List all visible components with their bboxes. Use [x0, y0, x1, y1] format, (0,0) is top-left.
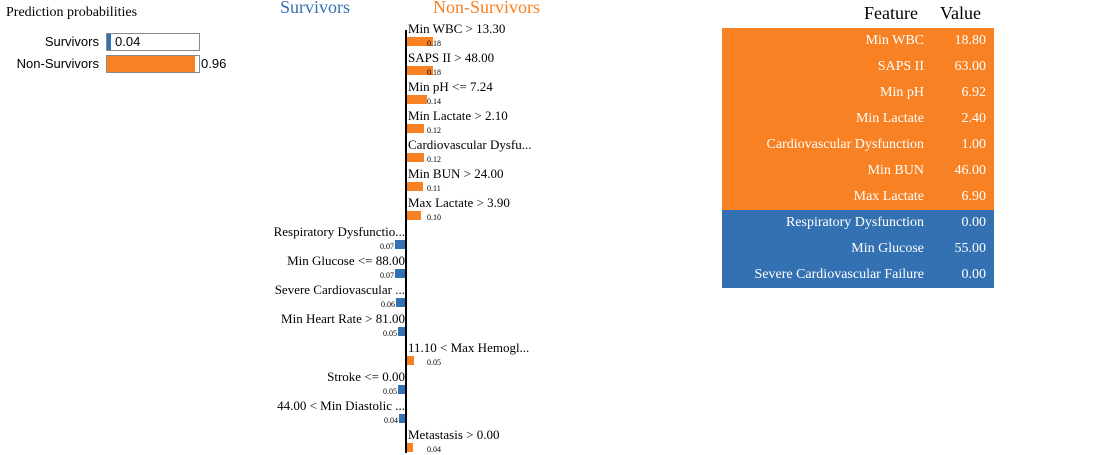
- probability-bar-frame: 0.04: [106, 33, 200, 51]
- table-cell-value: 0.00: [961, 267, 987, 282]
- table-row: Min BUN 46.00: [722, 158, 994, 184]
- table-cell-feature: Min BUN: [867, 163, 924, 178]
- table-cell-value: 1.00: [961, 137, 987, 152]
- feature-weight-value: 0.06: [381, 300, 395, 309]
- table-cell-value: 2.40: [961, 111, 987, 126]
- probability-value: 0.04: [115, 34, 141, 49]
- feature-label: Severe Cardiovascular ...: [274, 282, 405, 297]
- feature-label: Min Heart Rate > 81.00: [281, 311, 405, 326]
- table-row: Min WBC 18.80: [722, 28, 994, 54]
- chart-axis-line: [405, 30, 407, 453]
- table-row: Min pH 6.92: [722, 80, 994, 106]
- prediction-probabilities-title: Prediction probabilities: [6, 5, 138, 20]
- feature-weight-bar: [407, 182, 423, 191]
- table-cell-value: 55.00: [954, 241, 987, 256]
- feature-weight-value: 0.05: [427, 358, 441, 367]
- feature-label: Min WBC > 13.30: [408, 21, 506, 36]
- feature-weight-bar: [395, 240, 405, 249]
- probability-label: Survivors: [44, 34, 99, 49]
- feature-label: Metastasis > 0.00: [408, 427, 500, 442]
- feature-weight-bar: [407, 124, 424, 133]
- feature-weight-bar: [396, 298, 405, 307]
- feature-weight-value: 0.10: [427, 213, 441, 222]
- feature-label: Cardiovascular Dysfu...: [408, 137, 532, 152]
- feature-weight-bar: [407, 66, 433, 75]
- probability-bar-frame: [106, 55, 200, 73]
- feature-weight-value: 0.05: [383, 329, 397, 338]
- feature-label: Min BUN > 24.00: [408, 166, 504, 181]
- feature-weight-bar: [407, 211, 421, 220]
- table-cell-value: 63.00: [954, 59, 987, 74]
- table-cell-value: 46.00: [954, 163, 987, 178]
- table-cell-feature: Min Glucose: [851, 241, 924, 256]
- feature-weight-bar: [407, 356, 414, 365]
- table-cell-value: 6.92: [961, 85, 987, 100]
- feature-label: Min Glucose <= 88.00: [287, 253, 405, 268]
- feature-weight-bar: [407, 95, 427, 104]
- table-cell-feature: Min WBC: [865, 33, 924, 48]
- feature-label: Stroke <= 0.00: [327, 369, 405, 384]
- table-row: Min Lactate 2.40: [722, 106, 994, 132]
- feature-weight-value: 0.07: [380, 271, 394, 280]
- feature-weight-value: 0.12: [427, 126, 441, 135]
- feature-weight-value: 0.11: [427, 184, 441, 193]
- feature-weight-bar: [399, 414, 405, 423]
- feature-weight-value: 0.12: [427, 155, 441, 164]
- table-row: Max Lactate 6.90: [722, 184, 994, 210]
- feature-weight-value: 0.07: [380, 242, 394, 251]
- table-row: Min Glucose 55.00: [722, 236, 994, 262]
- table-cell-value: 6.90: [961, 189, 987, 204]
- feature-weight-bar: [407, 37, 433, 46]
- feature-weight-value: 0.14: [427, 97, 441, 106]
- table-cell-feature: Min Lactate: [855, 111, 924, 126]
- feature-label: Min pH <= 7.24: [408, 79, 493, 94]
- table-header-value: Value: [940, 3, 981, 23]
- probability-bar: [107, 56, 195, 72]
- feature-weight-bar: [407, 443, 413, 452]
- table-cell-feature: Min pH: [880, 85, 924, 100]
- feature-weight-value: 0.18: [427, 68, 441, 77]
- table-cell-feature: Max Lactate: [853, 189, 924, 204]
- table-row: Respiratory Dysfunction 0.00: [722, 210, 994, 236]
- feature-weight-bar: [395, 269, 405, 278]
- class-label-non-survivors: Non-Survivors: [433, 0, 540, 17]
- probability-value: 0.96: [201, 56, 227, 71]
- table-cell-feature: Severe Cardiovascular Failure: [754, 267, 925, 282]
- feature-weight-bar: [407, 153, 424, 162]
- feature-weight-bar: [398, 327, 405, 336]
- table-row: Severe Cardiovascular Failure 0.00: [722, 262, 994, 288]
- table-cell-value: 0.00: [961, 215, 987, 230]
- table-cell-feature: Respiratory Dysfunction: [785, 215, 924, 230]
- table-cell-feature: Cardiovascular Dysfunction: [766, 137, 924, 152]
- feature-label: Min Lactate > 2.10: [408, 108, 508, 123]
- table-row: SAPS II 63.00: [722, 54, 994, 80]
- class-label-survivors: Survivors: [280, 0, 351, 17]
- probability-row: Survivors 0.04: [0, 33, 260, 51]
- feature-weight-value: 0.04: [384, 416, 398, 425]
- table-header-feature: Feature: [864, 3, 918, 23]
- feature-label: 44.00 < Min Diastolic ...: [277, 398, 405, 413]
- feature-weight-value: 0.05: [383, 387, 397, 396]
- feature-weight-value: 0.04: [427, 445, 441, 454]
- feature-label: SAPS II > 48.00: [408, 50, 495, 65]
- table-cell-feature: SAPS II: [877, 59, 924, 74]
- probability-label: Non-Survivors: [16, 56, 99, 71]
- explanation-chart: Survivors Non-Survivors Min WBC > 13.30 0…: [273, 0, 540, 454]
- feature-weight-value: 0.18: [427, 39, 441, 48]
- prediction-probabilities-panel: Prediction probabilities Survivors 0.04 No…: [0, 0, 260, 90]
- probability-bar: [107, 34, 111, 50]
- table-cell-value: 18.80: [954, 33, 987, 48]
- feature-weight-bar: [398, 385, 405, 394]
- table-row: Cardiovascular Dysfunction 1.00: [722, 132, 994, 158]
- feature-label: 11.10 < Max Hemogl...: [408, 340, 530, 355]
- probability-row: Non-Survivors 0.96: [0, 55, 260, 73]
- feature-label: Respiratory Dysfunctio...: [273, 224, 405, 239]
- feature-label: Max Lactate > 3.90: [408, 195, 510, 210]
